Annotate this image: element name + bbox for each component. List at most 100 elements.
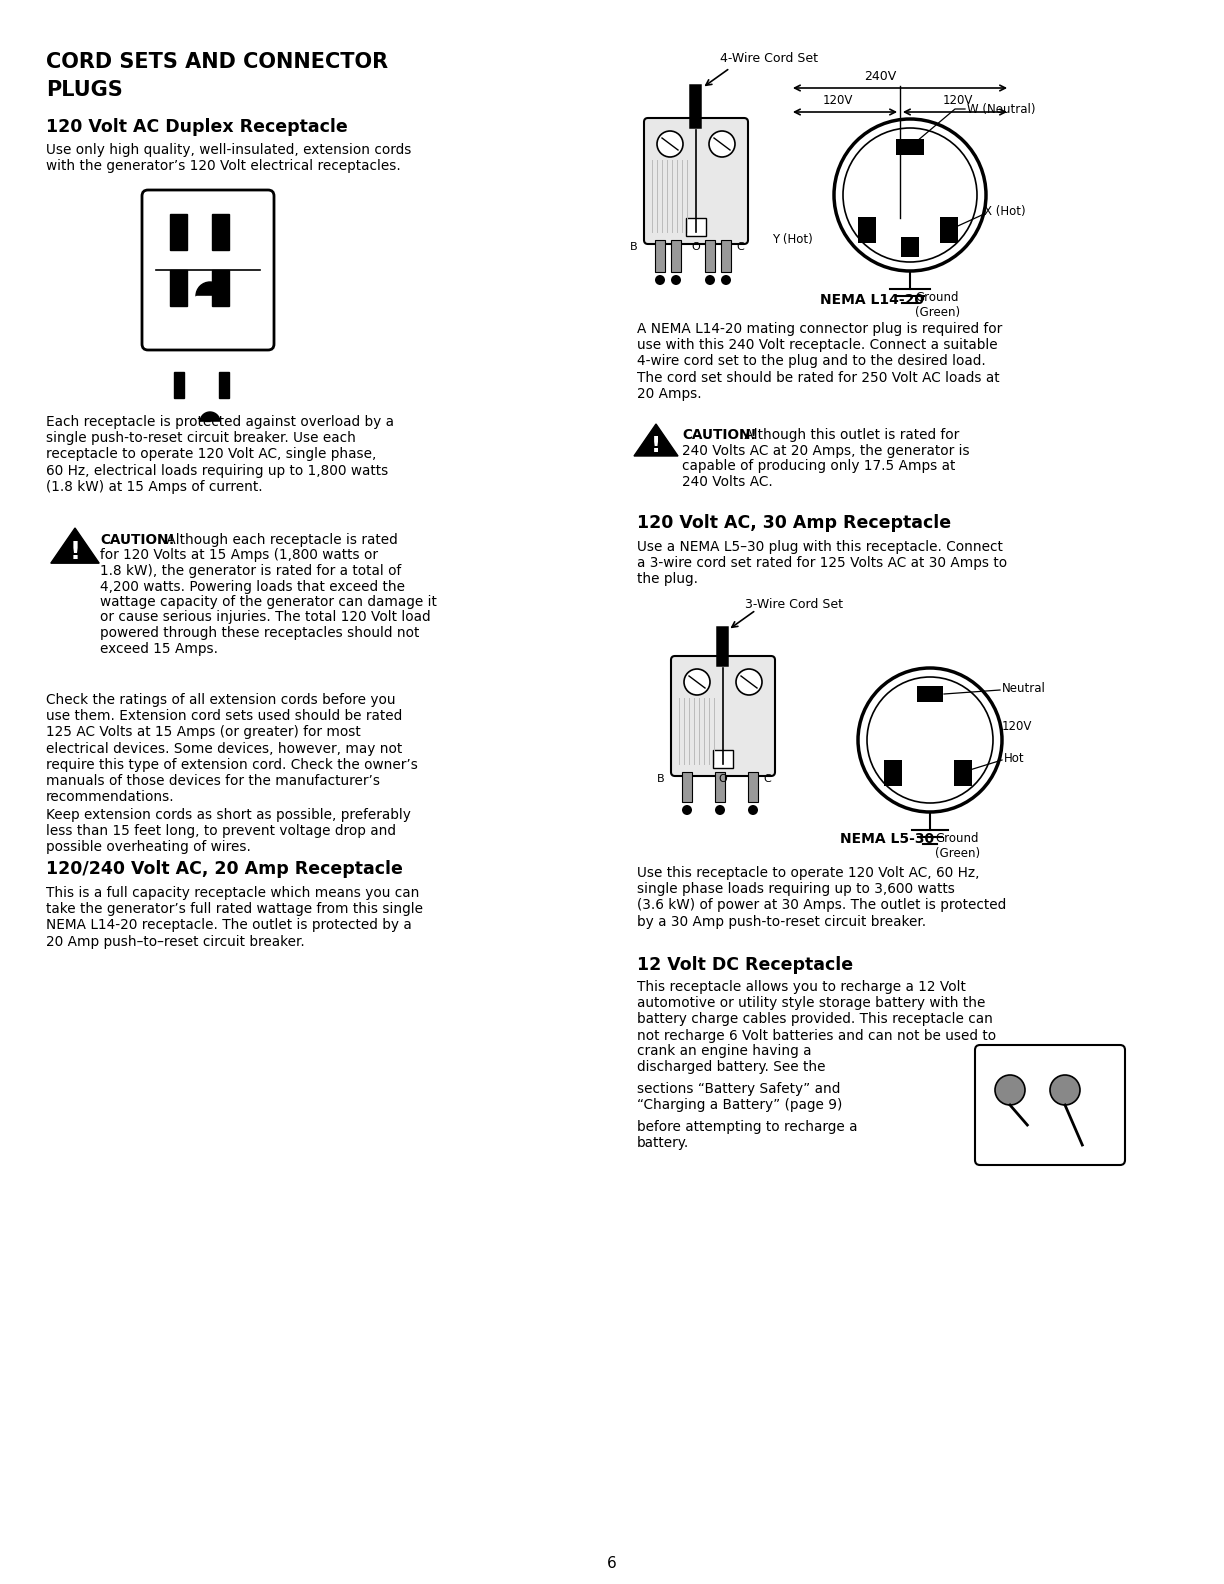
- Text: Hot: Hot: [1004, 752, 1024, 765]
- Text: exceed 15 Amps.: exceed 15 Amps.: [100, 642, 218, 656]
- Text: Each receptacle is protected against overload by a
single push-to-reset circuit : Each receptacle is protected against ove…: [47, 415, 394, 494]
- Text: Use this receptacle to operate 120 Volt AC, 60 Hz,
single phase loads requiring : Use this receptacle to operate 120 Volt …: [636, 866, 1006, 928]
- Text: W (Neutral): W (Neutral): [967, 103, 1036, 116]
- Wedge shape: [196, 282, 224, 296]
- Text: Although each receptacle is rated: Although each receptacle is rated: [162, 532, 398, 546]
- Circle shape: [715, 805, 725, 816]
- Bar: [685, 219, 706, 236]
- Bar: [858, 217, 876, 242]
- Text: wattage capacity of the generator can damage it: wattage capacity of the generator can da…: [100, 596, 437, 608]
- Text: CAUTION!: CAUTION!: [100, 532, 175, 546]
- Text: 4,200 watts. Powering loads that exceed the: 4,200 watts. Powering loads that exceed …: [100, 580, 405, 594]
- Circle shape: [657, 131, 683, 157]
- Text: Ground
(Green): Ground (Green): [916, 291, 960, 318]
- Bar: [219, 372, 229, 398]
- Bar: [682, 771, 692, 802]
- Circle shape: [684, 668, 710, 695]
- Circle shape: [709, 131, 734, 157]
- Text: or cause serious injuries. The total 120 Volt load: or cause serious injuries. The total 120…: [100, 610, 431, 624]
- Text: capable of producing only 17.5 Amps at: capable of producing only 17.5 Amps at: [682, 459, 956, 474]
- Bar: [655, 241, 665, 272]
- Text: 240 Volts AC.: 240 Volts AC.: [682, 475, 772, 488]
- FancyBboxPatch shape: [644, 117, 748, 244]
- Bar: [170, 214, 187, 250]
- Bar: [940, 217, 958, 242]
- Text: CORD SETS AND CONNECTOR: CORD SETS AND CONNECTOR: [47, 52, 388, 71]
- Circle shape: [682, 805, 692, 816]
- Bar: [671, 241, 681, 272]
- Text: 120V: 120V: [1002, 721, 1032, 733]
- Circle shape: [705, 276, 715, 285]
- Text: 120V: 120V: [823, 93, 853, 108]
- Text: Check the ratings of all extension cords before you
use them. Extension cord set: Check the ratings of all extension cords…: [47, 694, 417, 805]
- Text: 4-Wire Cord Set: 4-Wire Cord Set: [720, 52, 818, 65]
- Text: 120 Volt AC Duplex Receptacle: 120 Volt AC Duplex Receptacle: [47, 117, 348, 136]
- Text: 120/240 Volt AC, 20 Amp Receptacle: 120/240 Volt AC, 20 Amp Receptacle: [47, 860, 403, 878]
- Text: 240 Volts AC at 20 Amps, the generator is: 240 Volts AC at 20 Amps, the generator i…: [682, 444, 969, 458]
- Bar: [212, 269, 229, 306]
- Text: Use only high quality, well-insulated, extension cords
with the generator’s 120 : Use only high quality, well-insulated, e…: [47, 143, 411, 173]
- Text: 6: 6: [607, 1555, 617, 1571]
- Bar: [896, 139, 924, 155]
- Text: This is a full capacity receptacle which means you can
take the generator’s full: This is a full capacity receptacle which…: [47, 885, 424, 949]
- Text: O: O: [692, 242, 700, 252]
- Text: Although this outlet is rated for: Although this outlet is rated for: [741, 428, 960, 442]
- Circle shape: [736, 668, 763, 695]
- Bar: [196, 296, 224, 307]
- Bar: [714, 749, 733, 768]
- Circle shape: [671, 276, 681, 285]
- Bar: [200, 421, 220, 429]
- FancyBboxPatch shape: [142, 190, 274, 350]
- Text: before attempting to recharge a
battery.: before attempting to recharge a battery.: [636, 1120, 858, 1150]
- Text: 3-Wire Cord Set: 3-Wire Cord Set: [745, 599, 843, 611]
- Text: 1.8 kW), the generator is rated for a total of: 1.8 kW), the generator is rated for a to…: [100, 564, 401, 578]
- Bar: [170, 269, 187, 306]
- Text: X (Hot): X (Hot): [984, 204, 1026, 219]
- Bar: [748, 771, 758, 802]
- FancyBboxPatch shape: [671, 656, 775, 776]
- Circle shape: [748, 805, 758, 816]
- Text: PLUGS: PLUGS: [47, 81, 122, 100]
- Text: powered through these receptacles should not: powered through these receptacles should…: [100, 626, 420, 640]
- Text: Neutral: Neutral: [1002, 683, 1045, 695]
- Text: !: !: [70, 540, 81, 564]
- Text: Ground
(Green): Ground (Green): [935, 832, 980, 860]
- Text: C: C: [736, 242, 744, 252]
- Circle shape: [1050, 1076, 1080, 1106]
- Text: O: O: [718, 775, 727, 784]
- Text: CAUTION!: CAUTION!: [682, 428, 756, 442]
- Circle shape: [995, 1076, 1024, 1106]
- Text: 120V: 120V: [942, 93, 973, 108]
- Text: NEMA L5-30: NEMA L5-30: [840, 832, 934, 846]
- Bar: [174, 372, 184, 398]
- Text: Use a NEMA L5–30 plug with this receptacle. Connect
a 3-wire cord set rated for : Use a NEMA L5–30 plug with this receptac…: [636, 540, 1007, 586]
- Text: !: !: [651, 436, 661, 456]
- Bar: [705, 241, 715, 272]
- Bar: [953, 760, 972, 786]
- Text: C: C: [763, 775, 771, 784]
- Circle shape: [834, 119, 987, 271]
- Text: 120 Volt AC, 30 Amp Receptacle: 120 Volt AC, 30 Amp Receptacle: [636, 513, 951, 532]
- Bar: [721, 241, 731, 272]
- Text: A NEMA L14-20 mating connector plug is required for
use with this 240 Volt recep: A NEMA L14-20 mating connector plug is r…: [636, 322, 1002, 401]
- Circle shape: [843, 128, 977, 261]
- Text: B: B: [657, 775, 665, 784]
- Text: for 120 Volts at 15 Amps (1,800 watts or: for 120 Volts at 15 Amps (1,800 watts or: [100, 548, 378, 562]
- Bar: [901, 238, 919, 257]
- Text: NEMA L14-20: NEMA L14-20: [820, 293, 924, 307]
- Bar: [917, 686, 942, 702]
- Text: crank an engine having a
discharged battery. See the: crank an engine having a discharged batt…: [636, 1044, 825, 1074]
- Circle shape: [858, 668, 1002, 813]
- Text: Y (Hot): Y (Hot): [772, 233, 813, 246]
- Polygon shape: [51, 527, 99, 564]
- Circle shape: [655, 276, 665, 285]
- Wedge shape: [200, 412, 220, 421]
- Bar: [715, 771, 725, 802]
- Bar: [212, 214, 229, 250]
- Text: B: B: [630, 242, 638, 252]
- Circle shape: [721, 276, 731, 285]
- Text: sections “Battery Safety” and
“Charging a Battery” (page 9): sections “Battery Safety” and “Charging …: [636, 1082, 842, 1112]
- Text: This receptacle allows you to recharge a 12 Volt
automotive or utility style sto: This receptacle allows you to recharge a…: [636, 980, 996, 1042]
- Bar: [884, 760, 902, 786]
- Polygon shape: [634, 425, 678, 456]
